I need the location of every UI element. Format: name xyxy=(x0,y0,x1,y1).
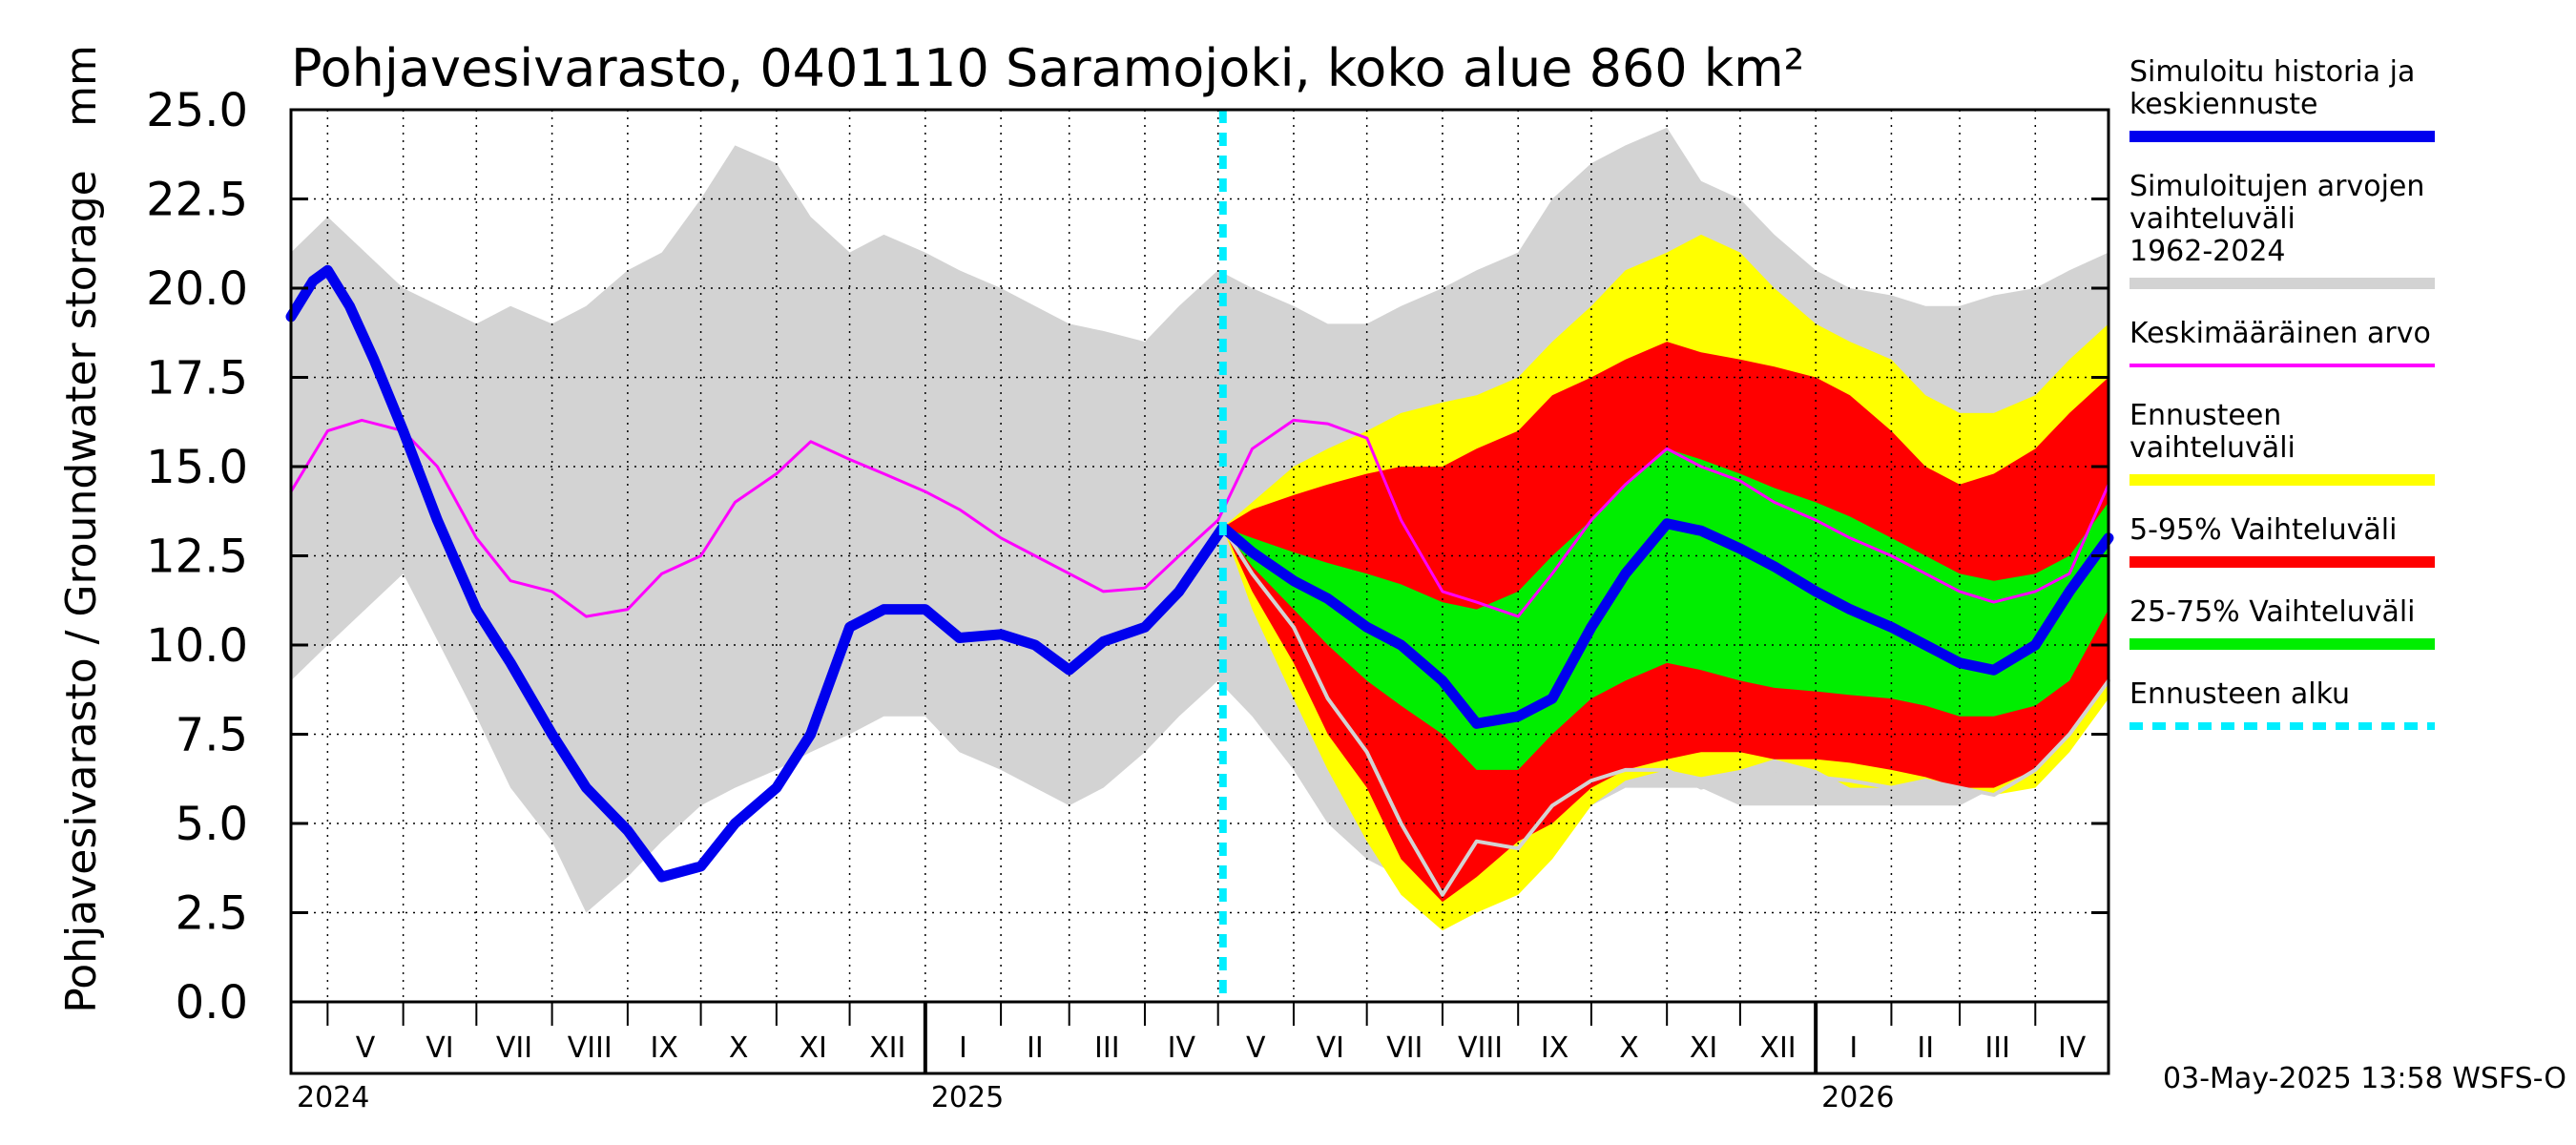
month-label-21: II xyxy=(1917,1031,1934,1065)
y-axis: 0.0 2.5 5.0 7.5 10.0 12.5 15.0 17.5 20.0 22.5 25.0 xyxy=(146,84,2109,1030)
lines-layer xyxy=(285,264,2114,897)
ytick-label-9: 22.5 xyxy=(146,174,248,227)
legend-label-3: Ennusteen vaihteluväli xyxy=(2129,399,2296,465)
month-label-4: IX xyxy=(651,1031,678,1065)
ytick-label-0: 0.0 xyxy=(176,976,248,1030)
month-label-1: VI xyxy=(426,1031,453,1065)
legend: Simuloitu historia ja keskiennuste Simuloi… xyxy=(2129,55,2435,730)
year-label-1: 2025 xyxy=(931,1081,1004,1114)
timestamp-footer: 03-May-2025 13:58 WSFS-O xyxy=(2163,1062,2566,1095)
y-axis-label: Pohjavesivarasto / Groundwater storage xyxy=(57,170,106,1013)
month-label-8: I xyxy=(959,1031,967,1065)
month-label-0: V xyxy=(356,1031,376,1065)
month-label-3: VIII xyxy=(568,1031,613,1065)
legend-label-6: Ennusteen alku xyxy=(2129,677,2350,711)
legend-label-1: Simuloitujen arvojen vaihteluväli 1962-202… xyxy=(2129,170,2424,268)
legend-label-4: 5-95% Vaihteluväli xyxy=(2129,513,2397,547)
month-label-20: I xyxy=(1849,1031,1858,1065)
ytick-label-10: 25.0 xyxy=(146,84,248,137)
ytick-label-3: 7.5 xyxy=(176,709,248,762)
month-label-9: II xyxy=(1027,1031,1044,1065)
series-line-0 xyxy=(289,418,2110,618)
year-label-0: 2024 xyxy=(297,1081,369,1114)
ytick-label-5: 12.5 xyxy=(146,531,248,584)
month-label-13: VI xyxy=(1317,1031,1344,1065)
x-axis: V VI VII VIII IX X XI XII I II III IV V VI VII VIII IX X X… xyxy=(289,1000,2110,1114)
month-label-19: XII xyxy=(1759,1031,1796,1065)
month-label-2: VII xyxy=(496,1031,532,1065)
month-label-17: X xyxy=(1619,1031,1639,1065)
ytick-label-6: 15.0 xyxy=(146,441,248,494)
ytick-label-7: 17.5 xyxy=(146,352,248,406)
series-line-1 xyxy=(285,264,2114,883)
month-label-10: III xyxy=(1094,1031,1120,1065)
legend-label-5: 25-75% Vaihteluväli xyxy=(2129,595,2416,629)
legend-label-0: Simuloitu historia ja keskiennuste xyxy=(2129,55,2415,121)
month-label-6: XI xyxy=(800,1031,827,1065)
month-label-15: VIII xyxy=(1458,1031,1503,1065)
y-axis-unit: mm xyxy=(57,45,106,127)
month-label-23: IV xyxy=(2058,1031,2087,1065)
ytick-label-8: 20.0 xyxy=(146,262,248,316)
ytick-label-2: 5.0 xyxy=(176,798,248,851)
month-label-11: IV xyxy=(1168,1031,1196,1065)
month-label-12: V xyxy=(1246,1031,1266,1065)
xaxis-box xyxy=(289,1000,2110,1075)
chart-title: Pohjavesivarasto, 0401110 Saramojoki, ko… xyxy=(291,38,1804,98)
month-label-22: III xyxy=(1984,1031,2010,1065)
ytick-label-1: 2.5 xyxy=(176,887,248,941)
month-label-16: IX xyxy=(1541,1031,1568,1065)
month-label-18: XI xyxy=(1690,1031,1717,1065)
month-label-5: X xyxy=(729,1031,749,1065)
plot-area xyxy=(285,108,2114,1004)
month-label-7: XII xyxy=(869,1031,905,1065)
year-label-2: 2026 xyxy=(1821,1081,1894,1114)
series-line-2 xyxy=(1220,525,2110,897)
ytick-label-4: 10.0 xyxy=(146,619,248,673)
legend-label-2: Keskimääräinen arvo xyxy=(2129,317,2431,350)
month-label-14: VII xyxy=(1386,1031,1423,1065)
